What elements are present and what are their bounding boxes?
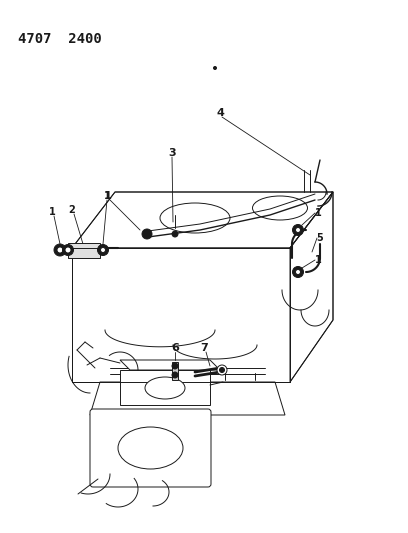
Circle shape [293,224,304,236]
Text: 2: 2 [69,205,75,215]
Polygon shape [90,382,285,415]
Text: 1: 1 [104,191,111,201]
Circle shape [65,247,71,253]
Circle shape [217,365,227,375]
Circle shape [172,372,178,378]
Circle shape [293,266,304,278]
FancyBboxPatch shape [90,409,211,487]
Circle shape [172,231,178,237]
Ellipse shape [145,377,185,399]
Ellipse shape [118,427,183,469]
Circle shape [295,228,301,232]
Text: 5: 5 [317,233,324,243]
Circle shape [172,363,178,369]
Bar [172,362,178,380]
Text: 7: 7 [200,343,208,353]
Text: 1: 1 [104,191,111,201]
Text: 4: 4 [216,108,224,118]
Circle shape [62,245,73,255]
Polygon shape [120,370,210,405]
Text: 3: 3 [168,148,176,158]
Circle shape [220,367,224,373]
Circle shape [213,67,217,69]
Circle shape [54,244,66,256]
Text: 6: 6 [171,343,179,353]
Ellipse shape [160,203,230,233]
Circle shape [142,229,152,239]
Circle shape [100,247,106,253]
Polygon shape [120,360,220,370]
Polygon shape [290,192,333,382]
Circle shape [295,270,301,274]
Polygon shape [72,248,290,382]
Text: 1: 1 [315,208,322,218]
Text: 1: 1 [315,255,322,265]
Polygon shape [72,192,333,248]
Ellipse shape [253,196,308,220]
Text: 4707  2400: 4707 2400 [18,32,102,46]
Circle shape [98,245,109,255]
Polygon shape [68,243,100,258]
Text: 1: 1 [49,207,55,217]
Circle shape [57,247,63,253]
